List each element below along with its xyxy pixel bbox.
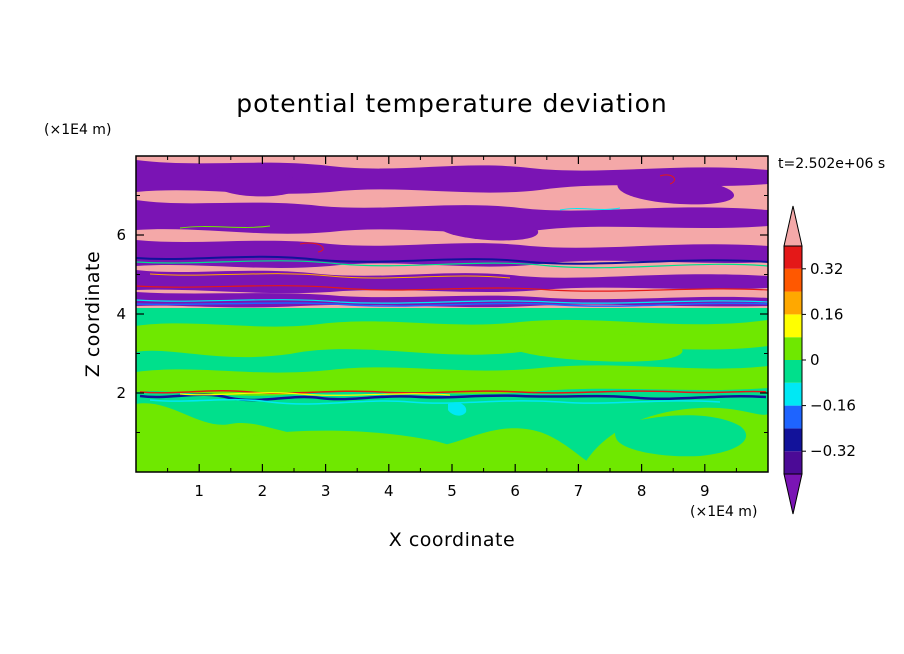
field-line <box>149 398 721 405</box>
field-line <box>659 174 675 185</box>
y-axis-label: Z coordinate <box>82 251 104 377</box>
colorbar-over-triangle <box>783 205 803 247</box>
time-label: t=2.502e+06 s <box>778 156 885 172</box>
field-line <box>149 273 511 279</box>
field-line <box>139 390 767 395</box>
field-line <box>136 260 768 269</box>
x-unit-label: (×1E4 m) <box>690 504 757 520</box>
x-tick-label: 4 <box>384 482 394 500</box>
colorbar-box <box>784 382 802 406</box>
field-patch <box>136 365 768 396</box>
contour-field <box>136 156 768 472</box>
field-line <box>136 285 768 292</box>
colorbar-box <box>784 291 802 315</box>
field-line <box>179 392 451 396</box>
field-patch <box>226 430 468 472</box>
colorbar-box <box>784 314 802 338</box>
chart-title: potential temperature deviation <box>236 89 667 118</box>
field-line <box>299 242 324 253</box>
colorbar-under-triangle <box>783 473 803 515</box>
field-band <box>136 200 768 234</box>
field-band <box>437 217 539 241</box>
field-patch <box>615 415 747 457</box>
y-unit-label: (×1E4 m) <box>44 122 111 138</box>
field-patch <box>506 331 683 362</box>
colorbar-label: −0.16 <box>810 397 856 415</box>
field-line <box>136 302 768 307</box>
y-tick-label: 6 <box>116 226 126 244</box>
x-tick-label: 8 <box>637 482 647 500</box>
field-band <box>136 270 768 294</box>
colorbar-box <box>784 405 802 429</box>
colorbar-box <box>784 337 802 360</box>
colorbar: 0.32 0.16 0 −0.16 −0.32 <box>783 205 856 515</box>
y-tick-label: 4 <box>116 305 126 323</box>
colorbar-box <box>784 428 802 452</box>
field-patch <box>448 402 467 416</box>
x-tick-label: 6 <box>510 482 520 500</box>
x-tick-label: 1 <box>194 482 204 500</box>
x-tick-label: 9 <box>700 482 710 500</box>
x-tick-label: 3 <box>321 482 331 500</box>
field-line <box>136 255 768 265</box>
y-tick-label: 2 <box>116 384 126 402</box>
field-line <box>139 393 767 402</box>
x-tick-label: 2 <box>258 482 268 500</box>
field-line <box>136 299 768 304</box>
field-line <box>559 207 621 211</box>
field-band <box>214 172 301 197</box>
x-tick-label: 5 <box>447 482 457 500</box>
x-axis-label: X coordinate <box>389 529 515 551</box>
x-tick-label: 7 <box>574 482 584 500</box>
colorbar-label: 0 <box>810 351 820 369</box>
field-band <box>617 177 735 205</box>
colorbar-box <box>784 360 802 383</box>
colorbar-label: 0.32 <box>810 260 843 278</box>
colorbar-box <box>784 451 802 474</box>
colorbar-box <box>784 246 802 269</box>
field-patch <box>136 319 768 358</box>
colorbar-label: 0.16 <box>810 305 843 323</box>
colorbar-box <box>784 268 802 292</box>
axis-ticks: 1 2 3 4 5 6 7 8 9 2 4 6 <box>116 156 768 500</box>
colorbar-label: −0.32 <box>810 442 856 460</box>
field-line <box>179 225 271 229</box>
